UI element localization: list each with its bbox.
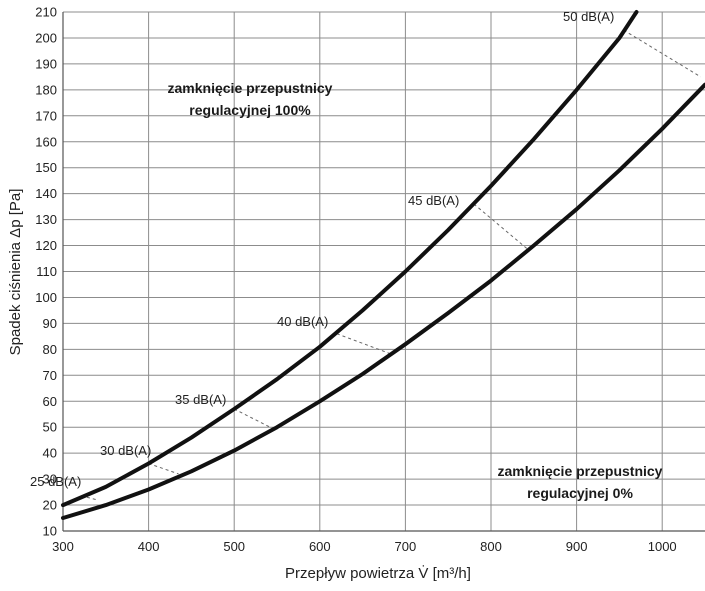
noise-line [148, 463, 179, 475]
y-tick-label: 100 [35, 290, 57, 305]
noise-label: 45 dB(A) [408, 193, 459, 208]
x-tick-label: 900 [566, 539, 588, 554]
noise-label: 35 dB(A) [175, 392, 226, 407]
x-tick-label: 400 [138, 539, 160, 554]
y-tick-label: 90 [43, 316, 57, 331]
axes: 10 20 30 40 50 60 70 80 90 100 110 120 130 140 150 160 1… [35, 5, 705, 554]
series-line-1 [61, 10, 639, 508]
x-tick-label: 300 [52, 539, 74, 554]
x-tick-label: 1000 [648, 539, 677, 554]
annotation-text: regulacyjnej 0% [527, 485, 633, 501]
noise-line [233, 408, 276, 431]
y-tick-label: 120 [35, 238, 57, 253]
y-tick-label: 160 [35, 134, 57, 149]
annotation-text: regulacyjnej 100% [189, 102, 311, 118]
noise-label: 50 dB(A) [563, 9, 614, 24]
x-tick-label: 800 [480, 539, 502, 554]
y-axis-title: Spadek ciśnienia Δp [Pa] [7, 189, 24, 356]
noise-line [86, 496, 98, 501]
x-tick-label: 500 [223, 539, 245, 554]
noise-label: 40 dB(A) [277, 314, 328, 329]
y-tick-label: 30 [43, 472, 57, 487]
y-tick-label: 60 [43, 394, 57, 409]
y-tick-label: 130 [35, 212, 57, 227]
grid [62, 11, 705, 532]
y-tick-label: 190 [35, 56, 57, 71]
noise-lines [86, 29, 701, 501]
series [61, 10, 705, 520]
y-tick-label: 180 [35, 82, 57, 97]
annotation-text: zamknięcie przepustnicy [498, 463, 663, 479]
series-line-2 [61, 82, 705, 520]
x-axis-title: Przepływ powietrza V̇ [m³/h] [285, 565, 471, 582]
noise-line [473, 203, 530, 252]
y-tick-label: 10 [43, 524, 57, 539]
y-tick-label: 210 [35, 5, 57, 20]
noise-label: 25 dB(A) [30, 474, 81, 489]
noise-line [336, 333, 393, 356]
y-tick-label: 40 [43, 446, 57, 461]
x-tick-label: 700 [395, 539, 417, 554]
x-tick-label: 600 [309, 539, 331, 554]
labels: 25 dB(A) 30 dB(A) 35 dB(A) 40 dB(A) 45 dB(A)… [30, 9, 663, 501]
y-tick-label: 70 [43, 368, 57, 383]
y-tick-label: 200 [35, 30, 57, 45]
y-tick-label: 110 [36, 264, 57, 279]
y-tick-label: 80 [43, 342, 57, 357]
noise-label: 30 dB(A) [100, 443, 151, 458]
y-tick-label: 140 [35, 186, 57, 201]
y-tick-label: 50 [43, 420, 57, 435]
annotation-text: zamknięcie przepustnicy [168, 80, 333, 96]
y-tick-label: 20 [43, 498, 57, 513]
y-tick-label: 150 [35, 160, 57, 175]
y-tick-label: 170 [35, 108, 57, 123]
